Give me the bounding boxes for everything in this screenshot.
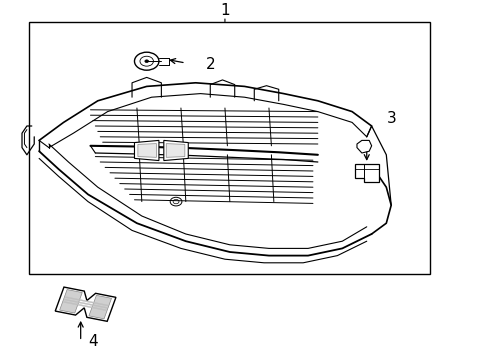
Polygon shape [163,140,188,161]
Polygon shape [63,301,106,311]
Text: 3: 3 [386,111,395,126]
Text: 1: 1 [220,3,229,18]
Bar [29,22,429,274]
Polygon shape [65,297,108,306]
Text: 4: 4 [88,334,98,350]
Polygon shape [166,144,184,157]
Polygon shape [356,140,371,153]
Circle shape [144,60,148,63]
Polygon shape [134,140,159,161]
Text: 2: 2 [205,57,215,72]
Polygon shape [138,144,156,157]
Polygon shape [64,299,107,309]
Polygon shape [89,295,111,319]
Polygon shape [60,289,82,313]
Polygon shape [354,164,378,182]
Polygon shape [55,287,116,321]
